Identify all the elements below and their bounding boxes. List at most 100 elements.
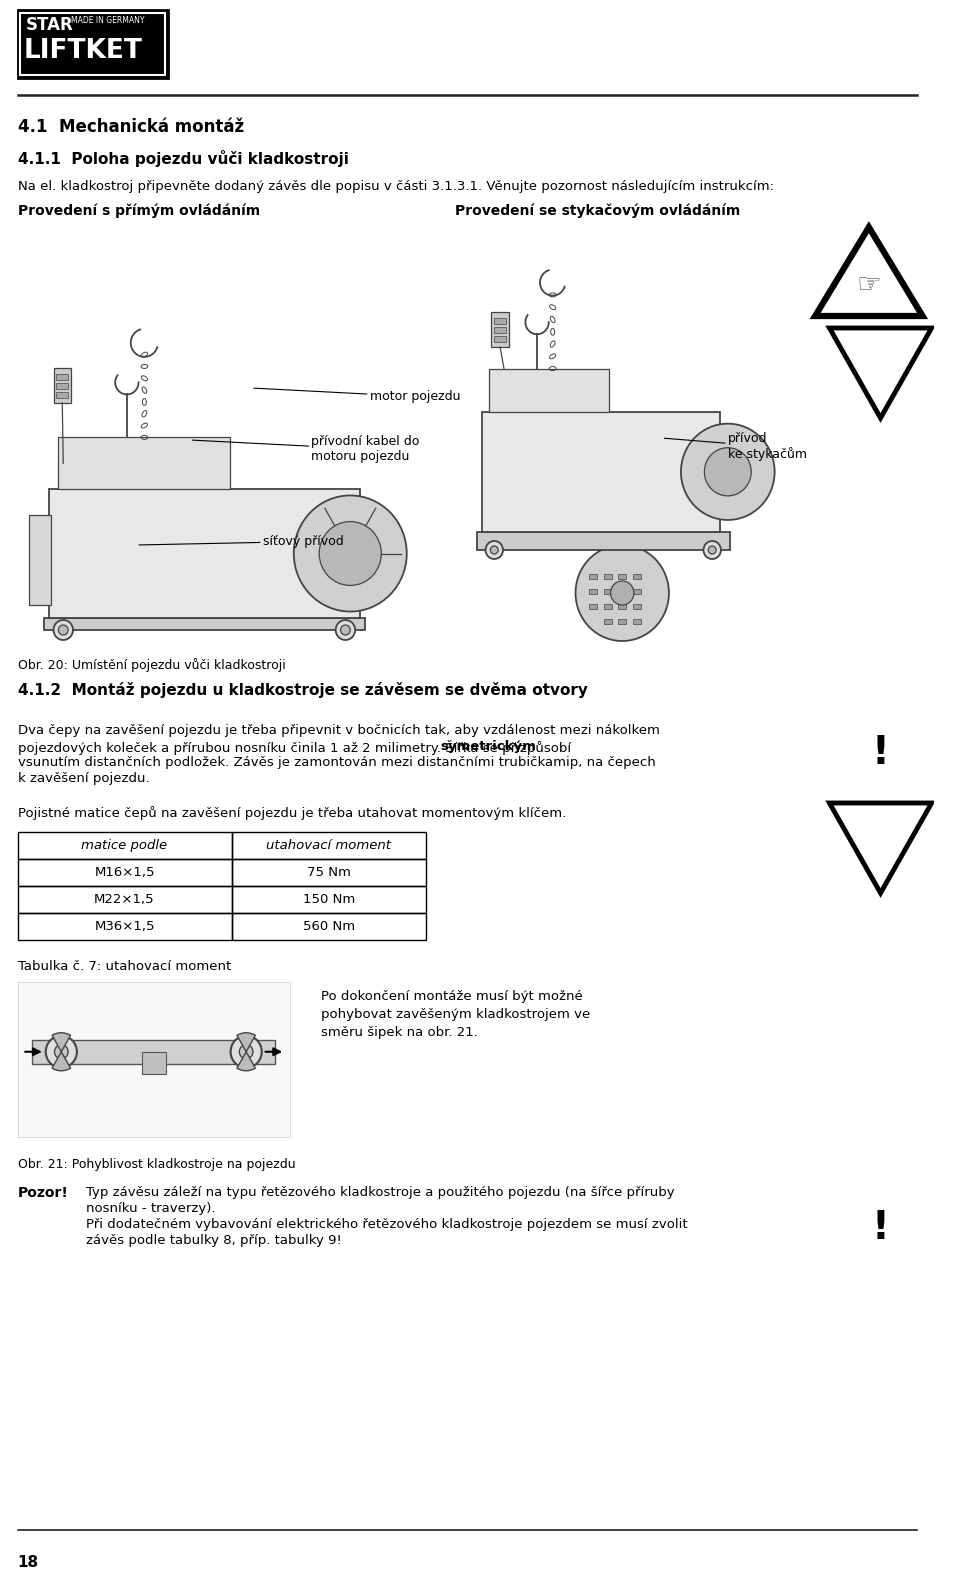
Text: motor pojezdu: motor pojezdu [253,388,460,402]
Text: 4.1  Mechanická montáž: 4.1 Mechanická montáž [17,117,244,136]
Bar [618,604,626,608]
Text: Typ závěsu záleží na typu řetězového kladkostroje a použitého pojezdu (na šířce : Typ závěsu záleží na typu řetězového kla… [85,1186,674,1199]
Wedge shape [52,1033,70,1052]
Bar [633,573,640,580]
Bar [589,573,597,580]
Text: pojezdových koleček a přírubou nosníku činila 1 až 2 milimetry. Šířka se přizpůs: pojezdových koleček a přírubou nosníku č… [17,740,575,756]
Circle shape [611,581,634,605]
Text: Při dodatečném vybavování elektrického řetězového kladkostroje pojezdem se musí : Při dodatečném vybavování elektrického ř… [85,1218,687,1231]
Bar [477,532,730,550]
Text: M16×1,5: M16×1,5 [94,866,155,879]
Polygon shape [829,328,931,418]
Text: matice podle: matice podle [82,840,168,852]
Bar [604,604,612,608]
Bar [490,369,609,412]
Text: 560 Nm: 560 Nm [302,920,355,933]
Bar [492,312,509,347]
Text: 150 Nm: 150 Nm [302,893,355,906]
Circle shape [320,521,381,586]
Text: Po dokončení montáže musí být možné
pohybovat zavěšeným kladkostrojem ve
směru š: Po dokončení montáže musí být možné pohy… [321,990,590,1039]
Text: Pozor!: Pozor! [17,1186,68,1201]
Text: !: ! [872,733,890,771]
Circle shape [239,1045,253,1058]
Bar [633,589,640,594]
Text: MADE IN GERMANY: MADE IN GERMANY [71,16,145,25]
Text: 18: 18 [17,1555,38,1570]
Text: Provedení s přímým ovládáním: Provedení s přímým ovládáním [17,203,259,217]
Text: STAR: STAR [25,16,73,33]
Text: ☞: ☞ [856,271,881,299]
Bar [482,412,720,532]
Circle shape [575,545,669,642]
Circle shape [230,1036,262,1068]
Text: utahovací moment: utahovací moment [266,840,392,852]
Circle shape [704,542,721,559]
Circle shape [294,496,407,611]
Circle shape [486,542,503,559]
Bar [17,832,231,859]
Text: M36×1,5: M36×1,5 [94,920,155,933]
Bar [494,328,506,333]
Bar [49,489,360,618]
Bar [17,859,231,885]
Text: LIFTKET: LIFTKET [23,38,142,63]
Text: Dva čepy na zavěšení pojezdu je třeba připevnit v bočnicích tak, aby vzdálenost : Dva čepy na zavěšení pojezdu je třeba př… [17,724,660,737]
Bar [57,383,68,390]
Bar [494,336,506,342]
Bar [618,589,626,594]
Circle shape [55,1045,68,1058]
Text: závěs podle tabulky 8, příp. tabulky 9!: závěs podle tabulky 8, příp. tabulky 9! [85,1234,342,1247]
Text: nosníku - traverzy).: nosníku - traverzy). [85,1202,215,1215]
Bar [494,318,506,325]
Text: 4.1.1  Poloha pojezdu vůči kladkostroji: 4.1.1 Poloha pojezdu vůči kladkostroji [17,150,348,166]
Bar [231,912,426,939]
Circle shape [341,626,350,635]
Bar [231,832,426,859]
Text: M22×1,5: M22×1,5 [94,893,155,906]
Bar [231,885,426,912]
Polygon shape [815,227,923,315]
Bar [57,374,68,380]
Bar [17,912,231,939]
Bar [604,589,612,594]
Wedge shape [237,1052,255,1071]
Bar [29,515,51,605]
FancyBboxPatch shape [20,13,165,74]
Text: symetrickým: symetrickým [441,740,537,752]
Bar [17,885,231,912]
Text: k zavěšení pojezdu.: k zavěšení pojezdu. [17,771,149,786]
Bar [589,589,597,594]
Circle shape [46,1036,77,1068]
Text: 4.1.2  Montáž pojezdu u kladkostroje se závěsem se dvěma otvory: 4.1.2 Montáž pojezdu u kladkostroje se z… [17,683,588,699]
Circle shape [54,619,73,640]
Text: síťový přívod: síťový přívod [139,535,344,548]
Circle shape [705,448,752,496]
Text: 75 Nm: 75 Nm [307,866,350,879]
Text: Obr. 20: Umístění pojezdu vůči kladkostroji: Obr. 20: Umístění pojezdu vůči kladkostr… [17,657,285,672]
Circle shape [59,626,68,635]
Bar [141,1052,166,1074]
Bar [57,391,68,398]
Text: Na el. kladkostroj připevněte dodaný závěs dle popisu v části 3.1.3.1. Věnujte p: Na el. kladkostroj připevněte dodaný záv… [17,181,774,193]
Bar [54,367,71,402]
Text: Tabulka č. 7: utahovací moment: Tabulka č. 7: utahovací moment [17,960,230,973]
Circle shape [336,619,355,640]
Text: !: ! [872,1209,890,1247]
Bar [618,573,626,580]
Bar [633,604,640,608]
Bar [604,619,612,624]
Bar [44,618,365,630]
Bar [32,1039,276,1064]
Bar [59,437,229,489]
Bar [17,982,290,1137]
Circle shape [708,546,716,554]
Text: Pojistné matice čepů na zavěšení pojezdu je třeba utahovat momentovým klíčem.: Pojistné matice čepů na zavěšení pojezdu… [17,806,565,821]
Polygon shape [829,803,931,893]
Wedge shape [52,1052,70,1071]
Bar [231,859,426,885]
Bar [618,619,626,624]
FancyBboxPatch shape [17,10,168,78]
Bar [604,573,612,580]
Circle shape [491,546,498,554]
Text: Obr. 21: Pohyblivost kladkostroje na pojezdu: Obr. 21: Pohyblivost kladkostroje na poj… [17,1158,295,1171]
